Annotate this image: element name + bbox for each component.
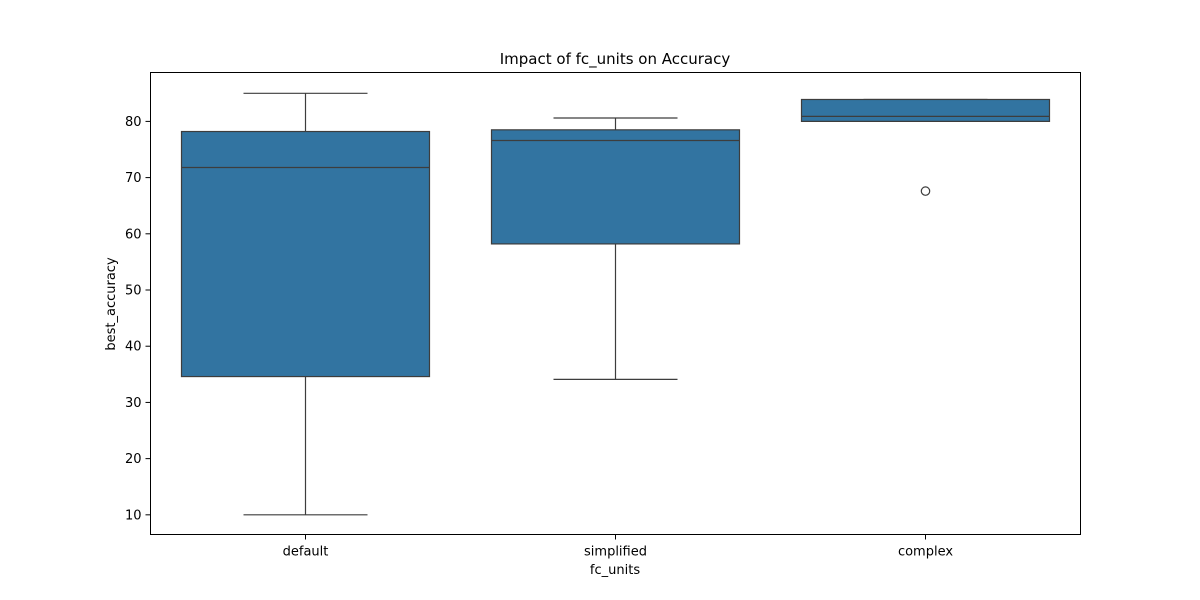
x-axis: default simplified complex	[283, 534, 953, 560]
y-tick-label: 30	[125, 396, 142, 411]
outlier-point	[920, 186, 931, 196]
y-tick-label: 80	[125, 115, 142, 130]
box-group-default	[180, 92, 431, 516]
y-tick-label: 50	[125, 284, 142, 299]
x-axis-title: fc_units	[590, 563, 640, 578]
y-tick-label: 60	[125, 227, 142, 242]
plot-layer	[180, 92, 1051, 516]
chart-title: Impact of fc_units on Accuracy	[500, 50, 731, 69]
y-axis: 10 20 30 40 50 60 70 80	[125, 115, 151, 523]
x-tick-label: complex	[898, 545, 953, 560]
x-tick-label: simplified	[584, 545, 647, 560]
y-tick-label: 70	[125, 171, 142, 186]
box-group-complex	[800, 98, 1051, 196]
y-axis-title: best_accuracy	[104, 257, 119, 351]
box-iqr	[800, 98, 1051, 122]
box-group-simplified	[490, 117, 741, 380]
y-tick-label: 40	[125, 340, 142, 355]
box-iqr	[180, 130, 431, 378]
x-tick-label: default	[283, 545, 329, 560]
y-tick-label: 10	[125, 508, 142, 523]
box-iqr	[490, 129, 741, 245]
y-tick-label: 20	[125, 452, 142, 467]
